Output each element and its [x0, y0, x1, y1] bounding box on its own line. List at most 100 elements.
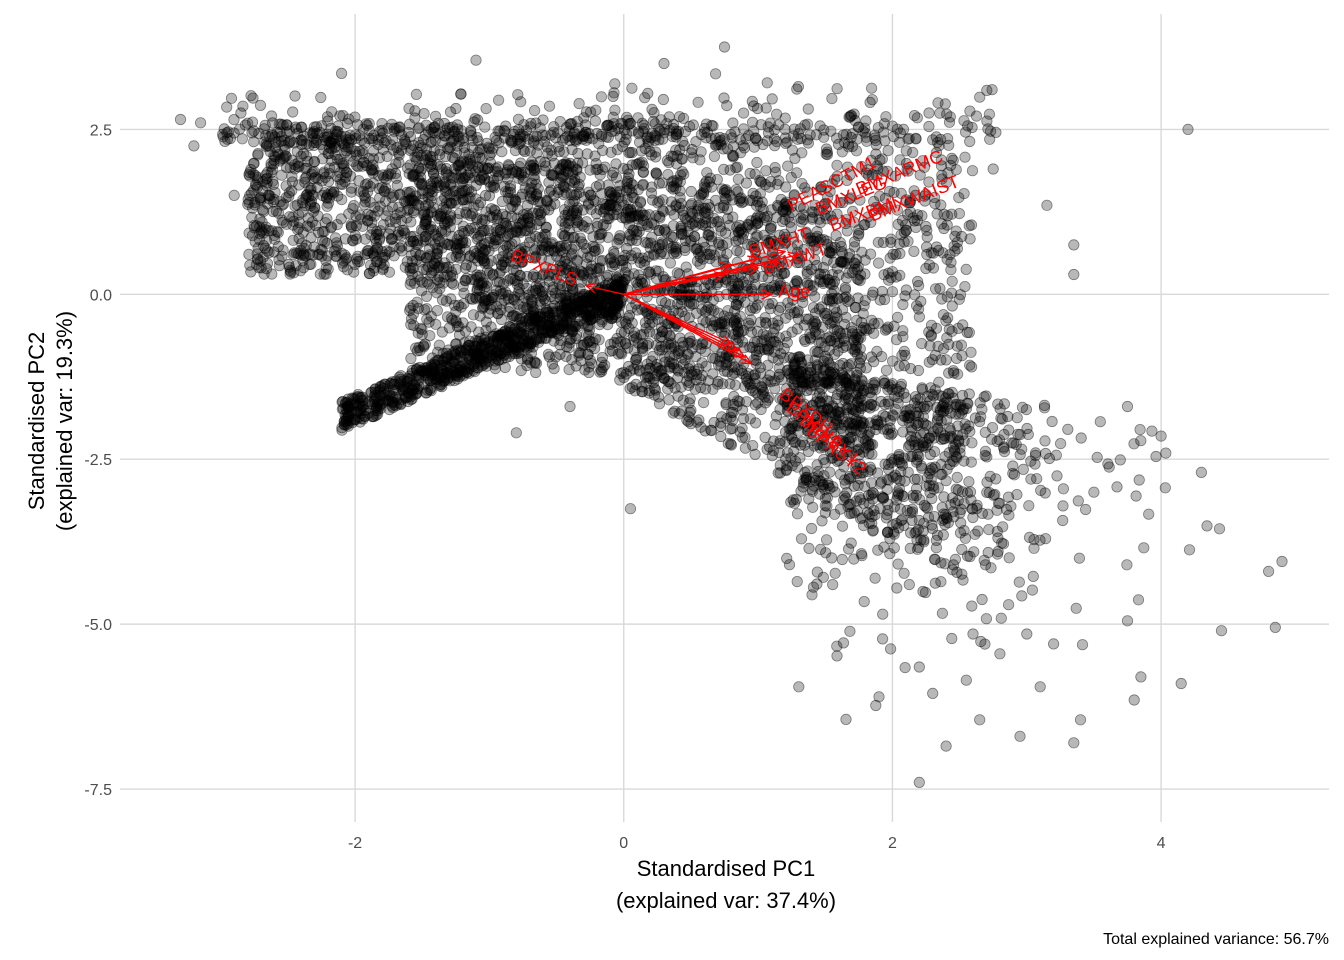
data-point [963, 388, 975, 400]
data-point [677, 340, 689, 352]
data-point [584, 164, 596, 176]
data-point [438, 237, 451, 249]
data-point [524, 164, 537, 176]
data-point [336, 194, 348, 206]
data-point [821, 395, 833, 407]
data-point [384, 216, 396, 228]
data-point [596, 255, 609, 267]
data-point [280, 162, 293, 174]
data-point [690, 307, 703, 319]
data-point [749, 377, 761, 389]
data-point [674, 192, 686, 204]
data-point [810, 317, 822, 330]
data-point [937, 399, 949, 411]
data-point [776, 215, 789, 228]
data-point [744, 413, 756, 425]
data-point [614, 230, 626, 242]
data-point [556, 319, 568, 331]
data-point [302, 155, 314, 167]
data-point [453, 208, 466, 220]
data-point [431, 181, 443, 193]
data-point [517, 278, 529, 290]
data-point [900, 145, 912, 157]
data-point [457, 194, 469, 206]
data-point [804, 333, 817, 345]
data-point [416, 178, 428, 190]
data-point [819, 340, 831, 353]
data-point [720, 193, 732, 205]
data-point [851, 505, 863, 517]
data-point [804, 232, 816, 244]
data-point [366, 132, 378, 144]
data-point [370, 255, 383, 268]
data-point [323, 147, 335, 160]
data-point [654, 248, 667, 260]
data-point [252, 149, 264, 161]
data-point [560, 263, 572, 275]
data-point [400, 197, 412, 209]
data-point [836, 553, 848, 566]
data-point [848, 236, 861, 248]
data-point [350, 233, 363, 245]
data-point [894, 503, 907, 515]
data-point [560, 165, 572, 177]
data-point [595, 298, 607, 310]
data-point [581, 251, 594, 263]
data-point [441, 311, 454, 323]
data-point [836, 256, 849, 268]
data-point [754, 200, 766, 212]
data-point [897, 298, 909, 311]
data-point [257, 184, 269, 197]
data-point [423, 278, 435, 290]
data-point [818, 124, 830, 136]
data-point [595, 364, 607, 376]
data-point [819, 197, 831, 210]
data-point [373, 182, 385, 195]
data-point [413, 341, 425, 353]
data-point [821, 146, 833, 158]
data-point [309, 219, 322, 232]
data-point [330, 250, 342, 262]
data-point [575, 355, 587, 367]
data-point [836, 386, 848, 399]
data-point [361, 160, 373, 172]
data-point [663, 394, 675, 406]
data-point [566, 353, 578, 366]
data-point [705, 181, 718, 193]
data-point [908, 185, 920, 197]
data-point [603, 119, 615, 131]
data-point [419, 218, 431, 231]
data-point [519, 241, 531, 253]
data-point [705, 235, 718, 247]
data-point [1091, 451, 1103, 463]
data-point [825, 427, 838, 439]
data-point [388, 250, 400, 262]
data-point [702, 229, 714, 241]
data-point [811, 566, 823, 578]
data-point [947, 154, 959, 166]
data-point [477, 302, 489, 314]
data-point [923, 356, 935, 368]
data-point [946, 275, 958, 287]
data-point [297, 262, 310, 274]
data-point [794, 366, 807, 378]
data-point [563, 342, 575, 354]
data-point [393, 157, 405, 169]
data-point [957, 574, 969, 586]
data-point [580, 242, 593, 255]
data-point [829, 335, 841, 347]
data-point [677, 336, 689, 348]
data-point [434, 276, 446, 288]
data-point [440, 295, 452, 307]
data-point [886, 286, 899, 298]
data-point [936, 293, 948, 305]
data-point [952, 322, 964, 334]
data-point [800, 226, 812, 238]
data-point [533, 331, 546, 344]
data-point [479, 189, 492, 202]
data-point [1160, 447, 1172, 459]
data-point [485, 352, 498, 364]
data-point [874, 190, 886, 202]
data-point [525, 232, 537, 244]
data-point [758, 211, 771, 223]
